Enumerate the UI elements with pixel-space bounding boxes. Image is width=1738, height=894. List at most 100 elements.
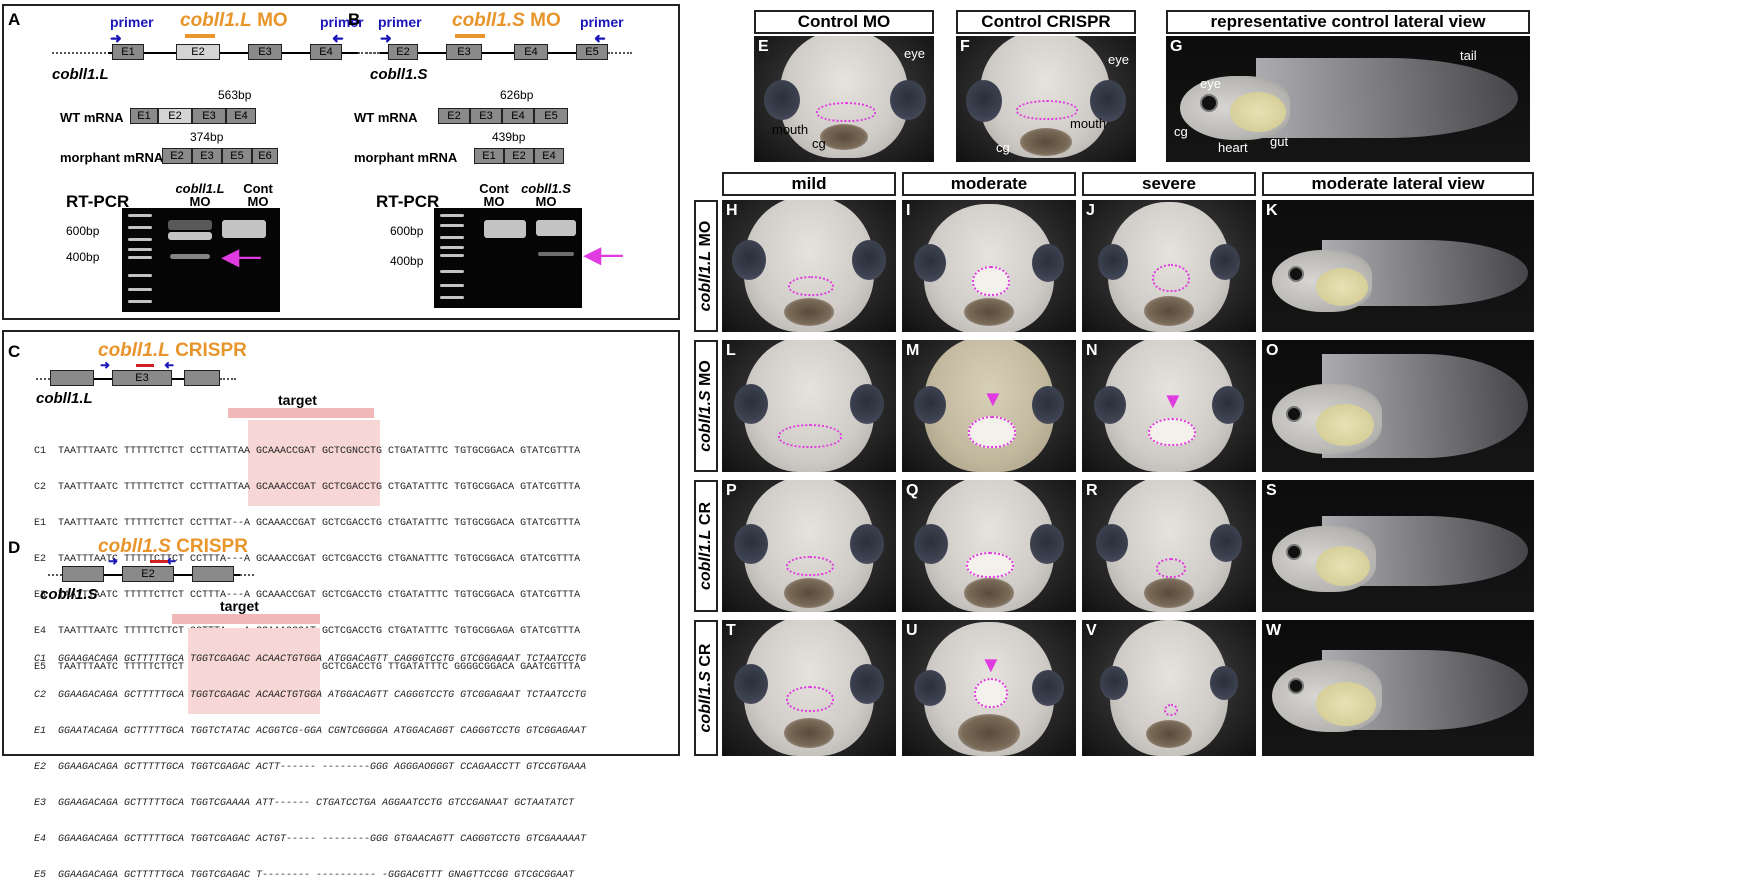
annotation-cg: cg <box>996 140 1010 155</box>
panel-b-marker-400: 400bp <box>390 254 424 268</box>
panel-d-gene-dash-left <box>48 574 62 576</box>
eye <box>1212 386 1244 424</box>
panel-a-lane1-label: cobll1.L MO <box>170 182 230 208</box>
panel-b-lane2-label: cobll1.S MO <box>514 182 578 208</box>
annotation-eye: eye <box>1200 76 1221 91</box>
panel-b-mo-bar <box>455 34 485 38</box>
panel-a-morphant-arrow-icon: ◀— <box>222 244 261 269</box>
panel-d-title-suffix: CRISPR <box>170 536 248 557</box>
panel-d-target-bar <box>172 614 320 624</box>
eye <box>1032 670 1064 706</box>
eye <box>850 664 884 704</box>
panel-a-wt-exon-4: E4 <box>226 108 256 124</box>
row-label-text: cobll1.S CR <box>697 644 715 733</box>
photo-letter: M <box>906 342 920 359</box>
panel-c-exon-left <box>50 370 94 386</box>
eye <box>914 670 946 706</box>
row-label-text: cobll1.S MO <box>697 360 715 452</box>
eye <box>1030 524 1064 564</box>
annotation-eye: eye <box>1108 52 1129 67</box>
cement-gland <box>958 714 1020 752</box>
row-label-gene: cobll1.L <box>697 250 714 312</box>
panel-ab-box <box>2 4 680 320</box>
panel-a-ladder-band <box>128 238 152 241</box>
panel-b-gene-dash-left <box>366 52 380 54</box>
eye <box>734 384 768 424</box>
panel-a-marker-400: 400bp <box>66 250 100 264</box>
mouth-outline <box>1156 558 1186 578</box>
panel-a-exon-2: E2 <box>176 44 220 60</box>
panel-b-ladder-band <box>440 236 464 239</box>
panel-a-primer-right: primer <box>320 14 364 30</box>
panel-c-title-gene: cobll1.L <box>98 340 170 361</box>
panel-b-ladder-band <box>440 270 464 273</box>
photo-t: T <box>722 620 896 756</box>
annotation-tail: tail <box>1460 48 1477 63</box>
photo-u: ▼ U <box>902 620 1076 756</box>
panel-b-mo-band-439 <box>538 252 574 256</box>
row-label-gene: cobll1.L <box>697 529 714 591</box>
photo-letter: H <box>726 202 738 219</box>
panel-b-ladder-band <box>440 284 464 287</box>
panel-b-lane2-gene: cobll1.S <box>521 181 571 196</box>
eye <box>914 386 946 424</box>
photo-letter: E <box>758 38 769 55</box>
panel-c-seq-row: E1 TAATTTAATC TTTTTCTTCT CCTTTAT--A GCAA… <box>34 518 581 529</box>
photo-letter: I <box>906 202 911 219</box>
panel-b-gene-line <box>380 52 608 54</box>
panel-a-exon-4: E4 <box>310 44 342 60</box>
photo-l: L <box>722 340 896 472</box>
panel-d-title: cobll1.S CRISPR <box>98 536 248 558</box>
eye <box>764 80 800 120</box>
panel-c-seq-row: C2 TAATTTAATC TTTTTCTTCT CCTTTATTAA GCAA… <box>34 482 581 493</box>
eye <box>1096 524 1128 562</box>
annotation-mouth: mouth <box>1070 116 1107 131</box>
panel-a-morph-size: 374bp <box>190 130 224 144</box>
photo-letter: W <box>1266 622 1282 639</box>
panel-a-lane2-top: Cont <box>243 181 273 196</box>
photo-letter: V <box>1086 622 1097 639</box>
panel-d-seq-row: C1 GGAAGACAGA GCTTTTTGCA TGGTCGAGAC ACAA… <box>34 654 587 665</box>
eye <box>1032 244 1064 282</box>
panel-b-wt-size: 626bp <box>500 88 534 102</box>
photo-letter: S <box>1266 482 1277 499</box>
eye <box>1090 80 1126 122</box>
panel-b-cont-band-626 <box>484 220 526 238</box>
header-mild: mild <box>722 172 896 196</box>
panel-c-letter: C <box>8 342 21 361</box>
panel-a-wt-exon-1: E1 <box>130 108 158 124</box>
panel-b-ladder-band <box>440 296 464 299</box>
mouth-outline <box>816 102 876 122</box>
header-control-mo: Control MO <box>754 10 934 34</box>
panel-a-gel <box>122 208 280 312</box>
panel-a-ladder-band <box>128 300 152 303</box>
eye <box>914 244 946 282</box>
panel-b-exon-3: E4 <box>514 44 548 60</box>
panel-a-morph-label: morphant mRNA <box>60 150 164 165</box>
panel-c-target-mark <box>136 364 154 367</box>
panel-b-exon-2: E3 <box>446 44 482 60</box>
mouth-outline <box>1164 704 1178 716</box>
photo-w: W <box>1262 620 1534 756</box>
cement-gland <box>784 298 834 326</box>
panel-d-title-gene: cobll1.S <box>98 536 171 557</box>
header-severe: severe <box>1082 172 1256 196</box>
panel-c-target-label: target <box>278 392 317 408</box>
eye <box>732 240 766 280</box>
photo-letter: R <box>1086 482 1098 499</box>
panel-a-mo-gene: cobll1.L <box>180 10 252 31</box>
panel-c-target-highlight <box>248 420 380 506</box>
panel-b-gene-name: cobll1.S <box>370 66 428 83</box>
annotation-cg: cg <box>1174 124 1188 139</box>
panel-c-title: cobll1.L CRISPR <box>98 340 247 362</box>
panel-a-mo-band-563 <box>168 232 212 240</box>
phenotype-arrow-icon: ▼ <box>982 386 1004 411</box>
panel-b-mo-suffix: MO <box>524 10 561 31</box>
panel-c-gene-name: cobll1.L <box>36 390 93 407</box>
panel-a-letter: A <box>8 10 21 29</box>
panel-b-rtpcr-label: RT-PCR <box>376 192 440 211</box>
panel-a-gene-dash-left <box>52 52 110 54</box>
phenotype-arrow-icon: ▼ <box>980 652 1002 677</box>
panel-c-gene-dash-left <box>36 378 50 380</box>
panel-a-wt-label: WT mRNA <box>60 110 124 125</box>
